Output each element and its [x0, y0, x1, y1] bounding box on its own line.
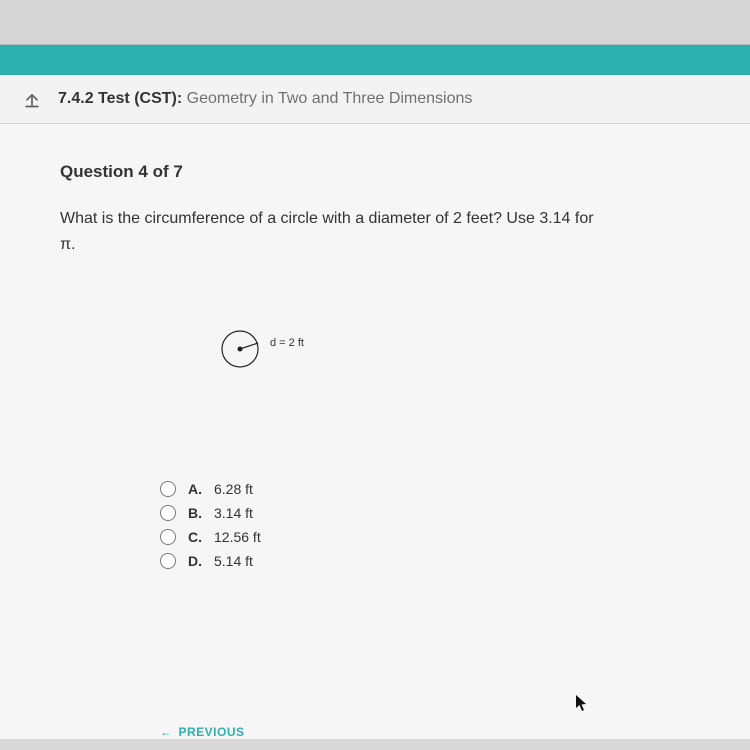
- option-value: 12.56 ft: [214, 529, 261, 545]
- header-text: 7.4.2 Test (CST): Geometry in Two and Th…: [58, 90, 472, 108]
- option-b[interactable]: B. 3.14 ft: [160, 505, 690, 521]
- app-accent-bar: [0, 45, 750, 75]
- option-c-radio[interactable]: [160, 529, 176, 545]
- option-d-radio[interactable]: [160, 553, 176, 569]
- circle-diagram-icon: [220, 327, 264, 371]
- option-value: 5.14 ft: [214, 553, 253, 569]
- diameter-label: d = 2 ft: [270, 337, 304, 349]
- question-line-1: What is the circumference of a circle wi…: [60, 210, 594, 227]
- option-value: 6.28 ft: [214, 481, 253, 497]
- question-text: What is the circumference of a circle wi…: [60, 206, 620, 257]
- option-c[interactable]: C. 12.56 ft: [160, 529, 690, 545]
- option-letter: D.: [188, 553, 202, 569]
- mouse-cursor-icon: [575, 694, 589, 712]
- question-line-2: π.: [60, 236, 75, 253]
- option-b-radio[interactable]: [160, 505, 176, 521]
- test-code: 7.4.2: [58, 90, 94, 107]
- option-letter: C.: [188, 529, 202, 545]
- option-a-radio[interactable]: [160, 481, 176, 497]
- question-content: Question 4 of 7 What is the circumferenc…: [0, 124, 750, 739]
- question-heading: Question 4 of 7: [60, 162, 690, 182]
- option-d[interactable]: D. 5.14 ft: [160, 553, 690, 569]
- previous-label: PREVIOUS: [179, 725, 245, 739]
- test-header: 7.4.2 Test (CST): Geometry in Two and Th…: [0, 75, 750, 124]
- option-letter: B.: [188, 505, 202, 521]
- answer-options: A. 6.28 ft B. 3.14 ft C. 12.56 ft D. 5.1…: [160, 481, 690, 569]
- option-letter: A.: [188, 481, 202, 497]
- back-up-icon[interactable]: [22, 89, 42, 109]
- arrow-left-icon: ←: [160, 725, 173, 739]
- figure: d = 2 ft: [220, 327, 690, 371]
- window-chrome-gap: [0, 0, 750, 45]
- option-value: 3.14 ft: [214, 505, 253, 521]
- option-a[interactable]: A. 6.28 ft: [160, 481, 690, 497]
- test-label: Test (CST):: [98, 90, 182, 107]
- previous-button[interactable]: ← PREVIOUS: [160, 725, 245, 739]
- test-title: Geometry in Two and Three Dimensions: [187, 90, 473, 107]
